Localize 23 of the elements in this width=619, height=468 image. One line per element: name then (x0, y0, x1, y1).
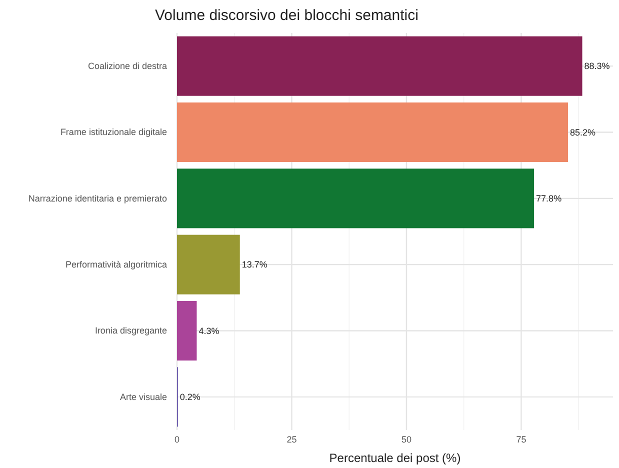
x-tick-label: 0 (174, 434, 180, 444)
x-tick-label: 50 (401, 434, 412, 444)
chart-title: Volume discorsivo dei blocchi semantici (155, 7, 418, 24)
data-label: 88.3% (584, 61, 610, 72)
bar (177, 300, 197, 361)
bar (177, 168, 534, 228)
y-tick-label: Frame istituzionale digitale (60, 127, 167, 138)
bar (177, 36, 582, 96)
data-label: 77.8% (536, 194, 562, 204)
x-tick-label: 75 (516, 434, 526, 444)
x-axis-title: Percentuale dei post (%) (329, 451, 461, 465)
y-tick-label: Coalizione di destra (88, 60, 167, 71)
y-tick-label: Narrazione identitaria e premierato (28, 193, 167, 204)
data-label: 85.2% (570, 127, 596, 138)
data-label: 4.3% (198, 326, 220, 336)
x-tick-label: 25 (286, 434, 297, 444)
bar (177, 234, 240, 294)
bar (177, 102, 568, 162)
y-tick-label: Ironia disgregante (94, 326, 167, 336)
y-tick-label: Performatività algoritmica (65, 259, 167, 270)
data-label: 0.2% (180, 392, 200, 402)
data-label: 13.7% (242, 260, 268, 270)
y-tick-label: Arte visuale (120, 392, 167, 402)
